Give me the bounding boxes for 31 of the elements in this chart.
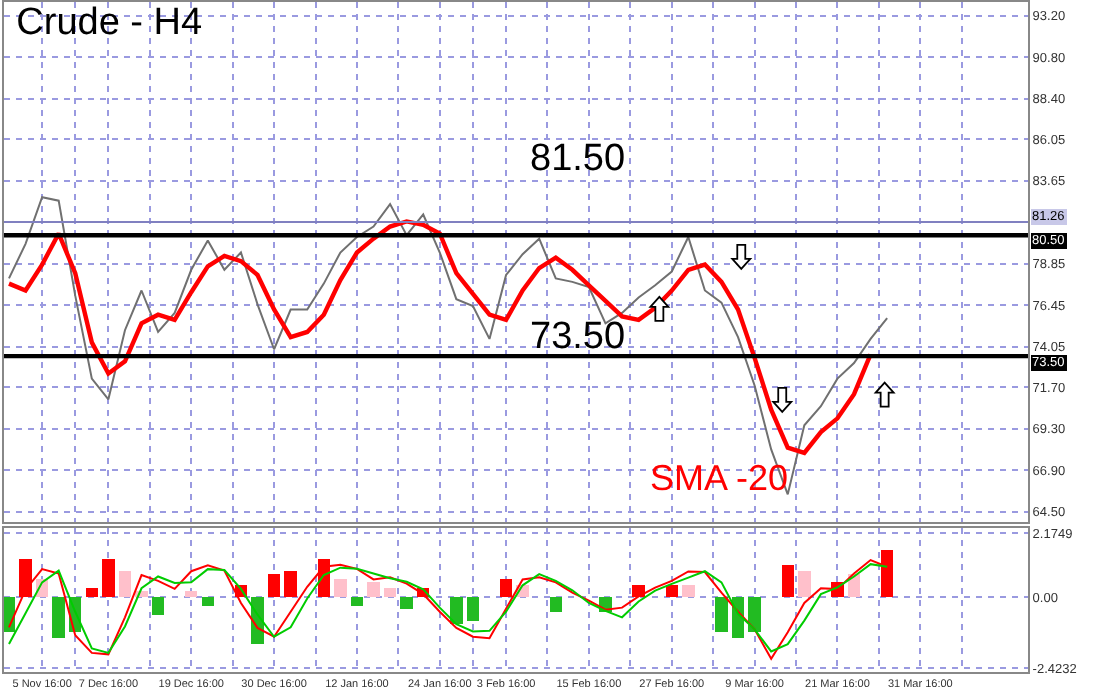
bar — [715, 597, 728, 633]
bar — [118, 570, 132, 598]
bar — [798, 570, 811, 598]
bar — [549, 597, 562, 612]
bar — [665, 585, 678, 598]
bar — [4, 597, 16, 633]
bar — [201, 597, 215, 606]
bar — [85, 588, 99, 598]
bar — [334, 579, 347, 598]
bar — [383, 588, 397, 598]
line-series — [6, 219, 873, 456]
bar — [781, 564, 794, 598]
bar — [52, 597, 65, 639]
bar — [682, 585, 695, 598]
bar — [102, 558, 115, 598]
bar — [632, 585, 645, 598]
bar — [450, 597, 463, 624]
bar — [466, 597, 480, 621]
chart-title: Crude - H4 — [16, 2, 203, 45]
bar — [267, 573, 281, 598]
annotation: 81.50 — [530, 138, 626, 180]
bar — [185, 591, 198, 598]
bar — [151, 597, 165, 615]
bar — [499, 579, 513, 598]
bar — [400, 597, 413, 609]
bar — [367, 582, 380, 598]
bar — [284, 570, 297, 598]
bar — [748, 597, 761, 633]
bar — [350, 597, 364, 606]
line-series — [7, 196, 889, 496]
annotation: 73.50 — [530, 316, 626, 358]
